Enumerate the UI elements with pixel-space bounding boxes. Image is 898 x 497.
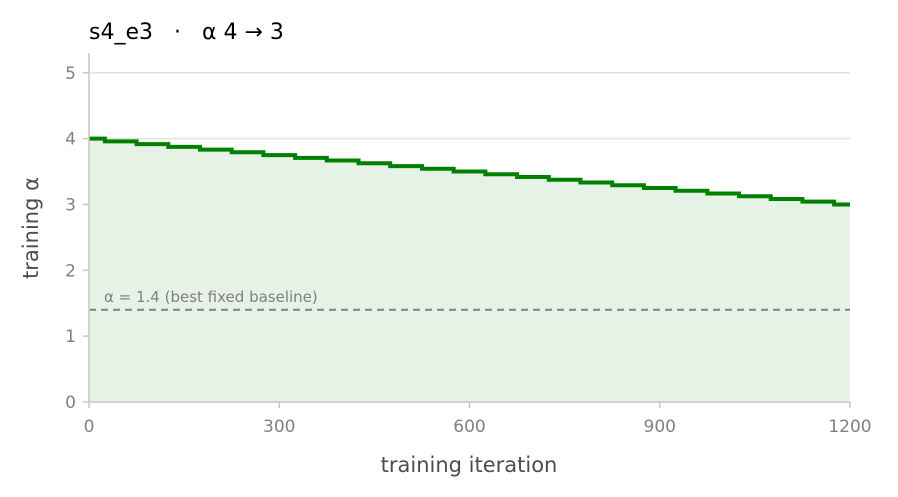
y-tick-label-3: 3 <box>65 195 76 215</box>
area-fill <box>89 138 850 403</box>
tick-labels: 0 300 600 900 1200 0 1 2 3 4 5 <box>65 64 871 437</box>
y-tick-label-4: 4 <box>65 130 76 150</box>
x-tick-label-3: 900 <box>644 417 676 437</box>
x-tick-label-1: 300 <box>263 417 295 437</box>
y-tick-label-5: 5 <box>65 64 76 84</box>
x-tick-label-0: 0 <box>84 417 95 437</box>
chart-title: s4_e3 · α 4 → 3 <box>89 20 284 45</box>
series-line <box>89 136 850 207</box>
x-tick-label-2: 600 <box>453 417 485 437</box>
y-tick-label-2: 2 <box>65 261 76 281</box>
baseline-label: α = 1.4 (best fixed baseline) <box>104 288 318 306</box>
baseline-layer: α = 1.4 (best fixed baseline) <box>89 288 850 311</box>
series-layer <box>89 136 850 207</box>
area-fill-layer <box>89 138 850 403</box>
y-tick-label-1: 1 <box>65 327 76 347</box>
x-axis-label: training iteration <box>381 453 558 477</box>
y-tick-label-0: 0 <box>65 393 76 413</box>
x-tick-label-4: 1200 <box>828 417 871 437</box>
y-axis-label: training α <box>19 177 43 279</box>
